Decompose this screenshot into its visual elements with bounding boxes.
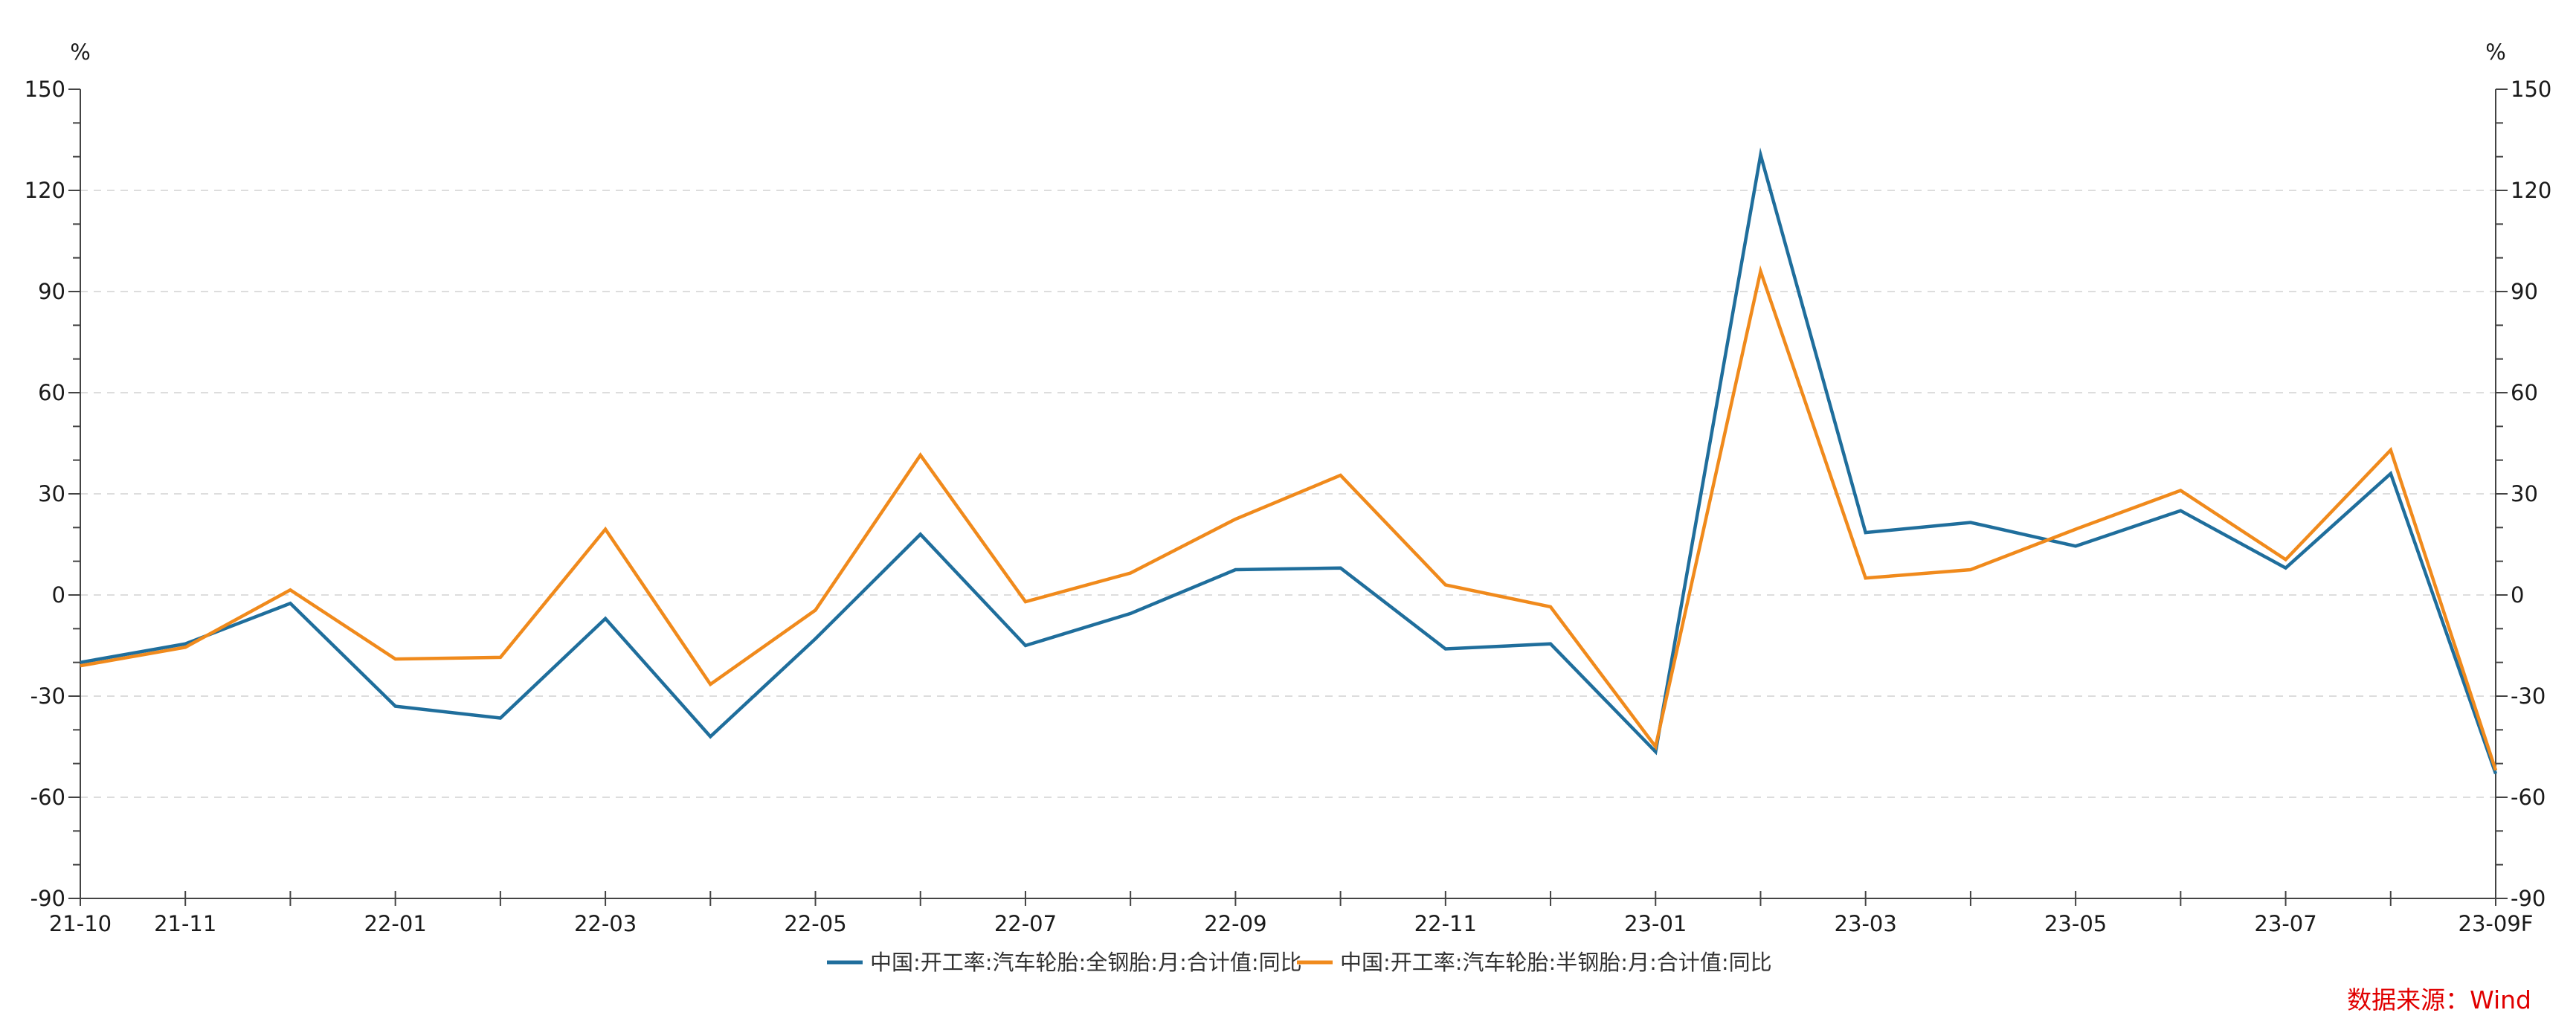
y-tick-label-right: 120 bbox=[2511, 178, 2551, 203]
y-tick-label-left: 90 bbox=[38, 279, 65, 304]
y-tick-label-left: 30 bbox=[38, 481, 65, 506]
y-tick-label-right: 60 bbox=[2511, 380, 2538, 405]
x-tick-label: 23-03 bbox=[1835, 911, 1897, 936]
x-tick-label: 23-05 bbox=[2044, 911, 2107, 936]
data-source-note: 数据来源：Wind bbox=[2347, 985, 2531, 1014]
x-tick-label: 22-09 bbox=[1204, 911, 1266, 936]
series-line-1 bbox=[80, 147, 2498, 775]
legend-label-series-1: 中国:开工率:汽车轮胎:全钢胎:月:合计值:同比 bbox=[870, 950, 1302, 975]
x-tick-label: 23-07 bbox=[2254, 911, 2316, 936]
y-tick-label-left: 0 bbox=[52, 582, 65, 608]
left-y-unit-label: % bbox=[70, 39, 91, 65]
x-tick-label: 22-07 bbox=[994, 911, 1057, 936]
x-tick-labels: 21-10 21-11 22-01 22-03 22-05 22-07 22-09 22-11… bbox=[49, 911, 2534, 936]
left-y-tick-labels: 150 120 90 60 30 0 -30 -60 -90 bbox=[25, 77, 65, 911]
series-lines bbox=[80, 147, 2498, 775]
right-y-tick-labels: 150 120 90 60 30 0 -30 -60 -90 bbox=[2511, 77, 2551, 911]
x-tick-label: 23-09F bbox=[2459, 911, 2534, 936]
axes: % % bbox=[68, 39, 2508, 906]
x-tick-label: 23-01 bbox=[1624, 911, 1687, 936]
legend: 中国:开工率:汽车轮胎:全钢胎:月:合计值:同比 中国:开工率:汽车轮胎:半钢胎… bbox=[827, 950, 1772, 975]
y-tick-label-right: 30 bbox=[2511, 481, 2538, 506]
y-tick-label-right: -90 bbox=[2511, 886, 2546, 911]
legend-label-series-2: 中国:开工率:汽车轮胎:半钢胎:月:合计值:同比 bbox=[1340, 950, 1772, 975]
y-tick-label-right: -60 bbox=[2511, 785, 2546, 810]
series-line-2 bbox=[80, 265, 2498, 771]
y-tick-label-right: -30 bbox=[2511, 683, 2546, 709]
y-tick-label-left: 150 bbox=[25, 77, 65, 102]
y-tick-label-left: 60 bbox=[38, 380, 65, 405]
right-y-unit-label: % bbox=[2485, 39, 2506, 65]
x-tick-label: 22-05 bbox=[784, 911, 846, 936]
gridlines bbox=[80, 190, 2496, 798]
y-tick-label-right: 90 bbox=[2511, 279, 2538, 304]
y-tick-label-left: -90 bbox=[30, 886, 65, 911]
y-tick-label-left: 120 bbox=[25, 178, 65, 203]
y-tick-label-left: -30 bbox=[30, 683, 65, 709]
y-tick-label-right: 150 bbox=[2511, 77, 2551, 102]
x-tick-label: 22-03 bbox=[574, 911, 637, 936]
x-tick-label: 21-10 bbox=[49, 911, 112, 936]
y-tick-label-left: -60 bbox=[30, 785, 65, 810]
x-tick-label: 22-01 bbox=[364, 911, 427, 936]
y-tick-label-right: 0 bbox=[2511, 582, 2524, 608]
x-tick-label: 22-11 bbox=[1414, 911, 1477, 936]
x-tick-label: 21-11 bbox=[154, 911, 216, 936]
